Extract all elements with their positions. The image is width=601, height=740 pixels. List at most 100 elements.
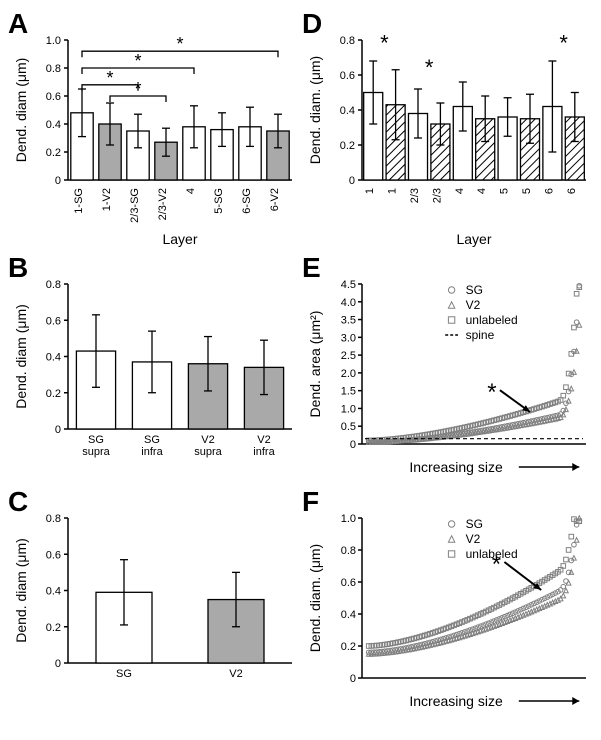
svg-text:*: * bbox=[134, 79, 141, 99]
svg-text:*: * bbox=[492, 551, 501, 578]
svg-text:0: 0 bbox=[350, 673, 356, 685]
panel-A-label: A bbox=[8, 8, 28, 40]
svg-text:5: 5 bbox=[499, 188, 511, 194]
svg-text:1.0: 1.0 bbox=[46, 35, 61, 47]
svg-text:1: 1 bbox=[364, 188, 376, 194]
svg-text:supra: supra bbox=[82, 446, 110, 458]
svg-text:1.0: 1.0 bbox=[341, 513, 356, 525]
svg-text:0.6: 0.6 bbox=[46, 549, 61, 561]
svg-text:2.5: 2.5 bbox=[341, 350, 356, 362]
svg-text:0.8: 0.8 bbox=[46, 63, 61, 75]
svg-text:0.4: 0.4 bbox=[46, 119, 61, 131]
svg-text:V2: V2 bbox=[257, 434, 270, 446]
svg-text:1.0: 1.0 bbox=[341, 403, 356, 415]
panel-C-label: C bbox=[8, 486, 28, 518]
svg-text:1-V2: 1-V2 bbox=[101, 188, 113, 211]
svg-text:V2: V2 bbox=[466, 532, 481, 546]
svg-text:5: 5 bbox=[521, 188, 533, 194]
svg-text:unlabeled: unlabeled bbox=[466, 313, 518, 327]
svg-text:1.5: 1.5 bbox=[341, 386, 356, 398]
svg-text:*: * bbox=[425, 55, 434, 80]
svg-text:0.2: 0.2 bbox=[341, 641, 356, 653]
svg-text:0.2: 0.2 bbox=[46, 622, 61, 634]
svg-text:0: 0 bbox=[55, 424, 61, 436]
svg-text:Dend. diam. (μm): Dend. diam. (μm) bbox=[307, 544, 323, 652]
svg-text:SG: SG bbox=[466, 517, 483, 531]
svg-text:0.4: 0.4 bbox=[340, 105, 355, 117]
svg-text:0.2: 0.2 bbox=[46, 388, 61, 400]
svg-text:Dend. area (μm²): Dend. area (μm²) bbox=[307, 311, 323, 418]
svg-text:6-SG: 6-SG bbox=[241, 188, 253, 214]
svg-text:*: * bbox=[134, 51, 141, 71]
svg-text:5-SG: 5-SG bbox=[213, 188, 225, 214]
svg-text:4.0: 4.0 bbox=[341, 297, 356, 309]
svg-text:*: * bbox=[559, 31, 568, 56]
svg-text:2/3-SG: 2/3-SG bbox=[129, 188, 141, 223]
svg-text:0.5: 0.5 bbox=[341, 421, 356, 433]
svg-text:Layer: Layer bbox=[456, 231, 491, 247]
svg-text:infra: infra bbox=[253, 446, 275, 458]
svg-text:0.6: 0.6 bbox=[46, 315, 61, 327]
svg-text:SG: SG bbox=[466, 283, 483, 297]
svg-text:1: 1 bbox=[387, 188, 399, 194]
svg-text:0.2: 0.2 bbox=[46, 147, 61, 159]
svg-text:4.5: 4.5 bbox=[341, 279, 356, 291]
svg-text:infra: infra bbox=[141, 446, 163, 458]
svg-text:Dend. diam. (μm): Dend. diam. (μm) bbox=[307, 56, 323, 164]
svg-text:2.0: 2.0 bbox=[341, 368, 356, 380]
svg-text:6: 6 bbox=[543, 188, 555, 194]
panel-B: B 00.20.40.60.8Dend. diam (μm)SGsupraSGi… bbox=[10, 254, 300, 484]
svg-text:SG: SG bbox=[88, 434, 104, 446]
svg-text:0: 0 bbox=[350, 439, 356, 451]
svg-text:supra: supra bbox=[194, 446, 222, 458]
figure-grid: A 0 0.2 0.4 0.6 0.8 1.0 Dend. diam (μm) 1-SG 1-V… bbox=[10, 10, 591, 718]
panel-E-label: E bbox=[302, 252, 321, 284]
svg-text:*: * bbox=[487, 379, 496, 406]
svg-text:4: 4 bbox=[454, 188, 466, 194]
svg-text:Increasing size: Increasing size bbox=[409, 459, 503, 475]
panel-F-label: F bbox=[302, 486, 319, 518]
svg-text:0: 0 bbox=[349, 175, 355, 187]
svg-text:0.4: 0.4 bbox=[46, 352, 61, 364]
panel-D: D 00.20.40.60.8Dend. diam. (μm)112/32/34… bbox=[304, 10, 594, 250]
svg-text:SG: SG bbox=[116, 668, 132, 680]
svg-text:0.2: 0.2 bbox=[340, 140, 355, 152]
svg-text:Dend. diam (μm): Dend. diam (μm) bbox=[13, 58, 29, 163]
panel-A: A 00.20.40.60.81.0Dend. diam (μm)1-SG1-V… bbox=[10, 10, 300, 250]
svg-text:*: * bbox=[176, 34, 183, 54]
svg-text:0.4: 0.4 bbox=[341, 609, 356, 621]
svg-text:0.8: 0.8 bbox=[46, 513, 61, 525]
panel-B-label: B bbox=[8, 252, 28, 284]
svg-text:3.0: 3.0 bbox=[341, 332, 356, 344]
svg-text:6: 6 bbox=[566, 188, 578, 194]
svg-text:0.8: 0.8 bbox=[340, 35, 355, 47]
svg-text:0.8: 0.8 bbox=[46, 279, 61, 291]
svg-text:4: 4 bbox=[476, 188, 488, 194]
panel-D-label: D bbox=[302, 8, 322, 40]
svg-text:*: * bbox=[106, 68, 113, 88]
svg-text:0.8: 0.8 bbox=[341, 545, 356, 557]
svg-text:2/3: 2/3 bbox=[431, 188, 443, 203]
svg-text:0: 0 bbox=[55, 658, 61, 670]
svg-text:Layer: Layer bbox=[162, 231, 197, 247]
svg-text:3.5: 3.5 bbox=[341, 315, 356, 327]
svg-text:4: 4 bbox=[185, 188, 197, 194]
svg-text:Increasing size: Increasing size bbox=[409, 693, 503, 709]
svg-text:6-V2: 6-V2 bbox=[269, 188, 281, 211]
panel-E: E 0 0.5 1.0 1.5 2.0 2.5 3.0 3.5 4.0 4.5 Dend. area… bbox=[304, 254, 594, 484]
svg-text:0.4: 0.4 bbox=[46, 586, 61, 598]
svg-text:0.6: 0.6 bbox=[46, 91, 61, 103]
panel-C: C 0 0.2 0.4 0.6 0.8 Dend. diam (μm) SG V2 bbox=[10, 488, 300, 718]
svg-text:V2: V2 bbox=[229, 668, 242, 680]
svg-text:Dend. diam (μm): Dend. diam (μm) bbox=[13, 304, 29, 409]
svg-text:SG: SG bbox=[144, 434, 160, 446]
svg-text:Dend. diam (μm): Dend. diam (μm) bbox=[13, 538, 29, 643]
svg-text:*: * bbox=[380, 31, 389, 56]
svg-text:V2: V2 bbox=[466, 298, 481, 312]
svg-text:spine: spine bbox=[466, 328, 495, 342]
svg-text:2/3: 2/3 bbox=[409, 188, 421, 203]
svg-text:0.6: 0.6 bbox=[341, 577, 356, 589]
svg-text:2/3-V2: 2/3-V2 bbox=[157, 188, 169, 220]
svg-text:1-SG: 1-SG bbox=[73, 188, 85, 214]
panel-F: F 00.20.40.60.81.0Dend. diam. (μm)SGV2un… bbox=[304, 488, 594, 718]
